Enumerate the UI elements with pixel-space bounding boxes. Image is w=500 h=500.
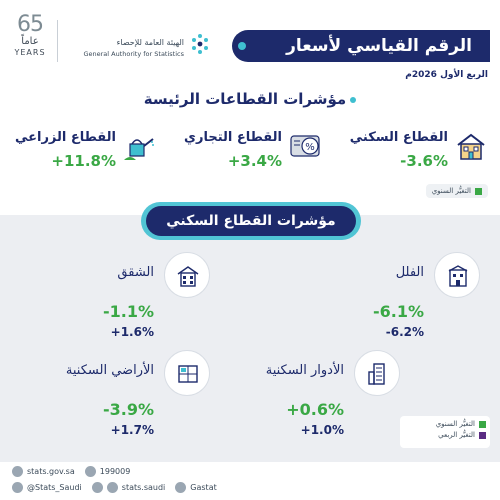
sector-commercial: % القطاع التجاري +3.4% (172, 126, 322, 186)
title-dot (238, 42, 246, 50)
footer-other-text: Gastat (190, 483, 217, 492)
footer-phone[interactable]: 199009 (84, 466, 131, 477)
anniversary-logo: 65 عاماً YEARS (10, 14, 50, 66)
card-name: الفلل (395, 265, 424, 280)
footer-social[interactable]: stats.saudi (91, 482, 166, 493)
residential-title: مؤشرات القطاع السكني (146, 206, 356, 236)
villa-icon-frame (434, 252, 480, 298)
period-label: الربع الأول 2026م (405, 70, 488, 80)
logo-divider (57, 20, 58, 62)
legend-residential-box (400, 416, 490, 448)
org-name-ar: الهيئة العامة للإحصاء (116, 38, 184, 47)
floors-building-icon-frame (354, 350, 400, 396)
footer-other[interactable]: Gastat (175, 482, 217, 493)
footer-twitter-text: @Stats_Saudi (27, 483, 82, 492)
legend-annual-swatch (479, 420, 486, 428)
footer-website-text: stats.gov.sa (27, 467, 75, 476)
apartment-icon (177, 266, 199, 287)
org-name-en: General Authority for Statistics (83, 50, 184, 58)
card-villas: الفلل -6.1% -6.2% (230, 252, 480, 352)
gastat-logo: الهيئة العامة للإحصاء General Authority … (64, 18, 214, 66)
card-annual-change: -1.1% (102, 302, 154, 321)
anniversary-ar: عاماً (21, 36, 39, 47)
card-annual-change: -3.9% (102, 400, 154, 419)
card-name: الشقق (117, 265, 154, 280)
card-quarterly-change: +1.7% (110, 423, 154, 437)
svg-text:%: % (305, 142, 315, 153)
card-quarterly-change: +1.6% (110, 325, 154, 339)
sector-residential: القطاع السكني -3.6% (338, 126, 488, 186)
card-apartments: الشقق -1.1% +1.6% (60, 252, 210, 352)
watering-can-icon (124, 138, 154, 160)
sector-name: القطاع السكني (349, 130, 448, 145)
anniversary-en: YEARS (14, 48, 46, 57)
phone-icon (84, 466, 96, 477)
page-title: الرقم القياسي لأسعار العقارات (286, 36, 472, 88)
main-sectors-title: مؤشرات القطاعات الرئيسة (0, 90, 500, 108)
title-accent-dot (350, 96, 357, 103)
main-sectors-title-text: مؤشرات القطاعات الرئيسة (143, 90, 347, 108)
sector-name: القطاع الزراعي (14, 130, 116, 145)
percent-tag-icon: % (290, 135, 320, 157)
card-annual-change: +0.6% (286, 400, 344, 419)
sector-annual-change: -3.6% (400, 152, 448, 170)
footer-social-text: stats.saudi (121, 483, 166, 492)
legend-annual-label: التغيُّر السنوي (431, 187, 471, 195)
footer-row-2: @Stats_Saudi stats.saudi Gastat (12, 482, 272, 493)
card-residential-land: الأراضي السكنية -3.9% +1.7% (60, 350, 210, 450)
card-name: الأراضي السكنية (65, 363, 154, 378)
footer-website[interactable]: stats.gov.sa (12, 466, 75, 477)
card-quarterly-change: -6.2% (385, 325, 424, 339)
sector-agricultural: القطاع الزراعي +11.8% (6, 126, 156, 186)
land-plot-icon (178, 365, 198, 383)
legend-residential: التغيُّر السنوي التغيُّر الربعي (404, 420, 486, 442)
house-icon (457, 133, 485, 160)
card-name: الأدوار السكنية (265, 363, 344, 378)
gastat-mark-icon (192, 34, 208, 54)
globe-icon (12, 466, 23, 477)
villa-icon (448, 265, 468, 287)
footer-twitter[interactable]: @Stats_Saudi (12, 482, 82, 493)
anniversary-number: 65 (17, 12, 44, 37)
legend-quarterly-label: التغيُّر الربعي (438, 431, 475, 439)
snapchat-icon (175, 482, 187, 493)
legend-quarterly-swatch (479, 431, 486, 439)
facebook-icon (106, 482, 118, 493)
card-quarterly-change: +1.0% (300, 423, 344, 437)
footer-phone-text: 199009 (99, 467, 131, 476)
sector-annual-change: +11.8% (51, 152, 116, 170)
legend-annual-label: التغيُّر السنوي (435, 420, 475, 428)
twitter-icon (12, 482, 23, 493)
title-bar (232, 30, 490, 62)
instagram-icon (91, 482, 103, 493)
card-residential-floors: الأدوار السكنية +0.6% +1.0% (230, 350, 400, 450)
legend-annual-swatch (475, 187, 482, 195)
footer-row-1: stats.gov.sa 199009 (12, 466, 212, 477)
land-plot-icon-frame (164, 350, 210, 396)
apartment-icon-frame (164, 252, 210, 298)
sector-name: القطاع التجاري (184, 130, 282, 145)
floors-building-icon (368, 363, 385, 385)
card-annual-change: -6.1% (372, 302, 424, 321)
sector-annual-change: +3.4% (227, 152, 282, 170)
legend-annual: التغيُّر السنوي (425, 184, 488, 198)
